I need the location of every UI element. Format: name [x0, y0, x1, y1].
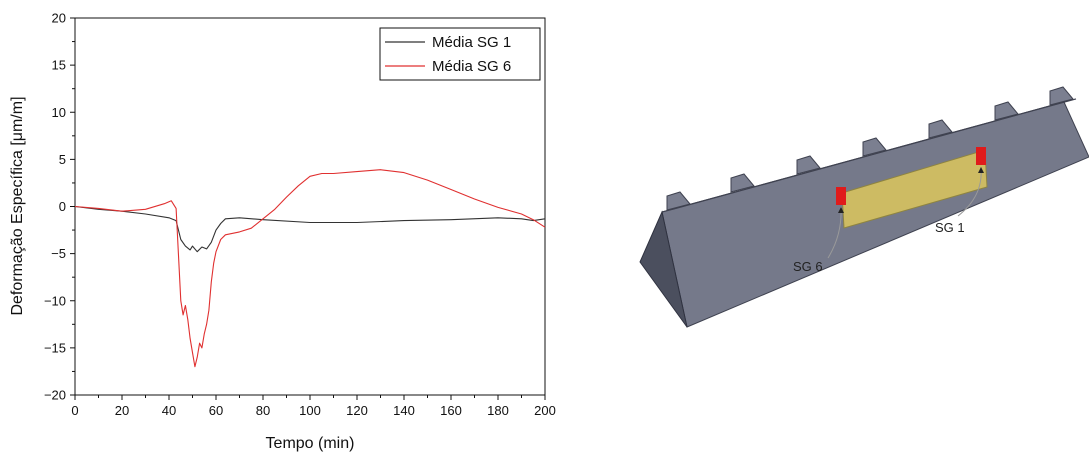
y-tick-label: −20: [44, 388, 66, 403]
sg1-label: SG 1: [935, 220, 965, 235]
beam-diagram: SG 6 SG 1: [640, 87, 1089, 327]
y-tick-label: −5: [51, 246, 66, 261]
x-axis: 0 20 40 60 80 100 120 140 160 180 200: [71, 395, 555, 418]
y-tick-label: −10: [44, 293, 66, 308]
x-tick-label: 140: [393, 403, 415, 418]
y-axis-title: Deformação Específica [μm/m]: [9, 96, 26, 315]
x-tick-label: 100: [299, 403, 321, 418]
x-tick-label: 40: [162, 403, 176, 418]
series-layer: [75, 170, 545, 367]
y-tick-label: 15: [52, 58, 66, 73]
y-tick-label: −15: [44, 340, 66, 355]
legend-label-sg6: Média SG 6: [432, 58, 511, 75]
x-tick-label: 20: [115, 403, 129, 418]
x-tick-label: 160: [440, 403, 462, 418]
strain-gauge-sg6: [836, 187, 846, 205]
legend-label-sg1: Média SG 1: [432, 34, 511, 51]
x-tick-label: 120: [346, 403, 368, 418]
x-tick-label: 60: [209, 403, 223, 418]
legend: Média SG 1 Média SG 6: [380, 28, 540, 80]
series-line-sg1: [75, 207, 545, 252]
sg6-label: SG 6: [793, 259, 823, 274]
beam-tooth: [1050, 87, 1073, 105]
strain-chart: −20 −15 −10 −5 0 5 10 15 20 0 20 40 60 80 100 120 140 16…: [9, 11, 556, 453]
y-axis: −20 −15 −10 −5 0 5 10 15 20: [44, 11, 75, 403]
y-tick-label: 20: [52, 11, 66, 26]
y-tick-label: 10: [52, 105, 66, 120]
x-tick-label: 80: [256, 403, 270, 418]
strain-gauge-sg1: [976, 147, 986, 165]
x-tick-label: 0: [71, 403, 78, 418]
y-tick-label: 0: [59, 199, 66, 214]
x-tick-label: 200: [534, 403, 556, 418]
y-tick-label: 5: [59, 152, 66, 167]
x-tick-label: 180: [487, 403, 509, 418]
series-line-sg6: [75, 170, 545, 367]
x-axis-title: Tempo (min): [266, 435, 355, 452]
